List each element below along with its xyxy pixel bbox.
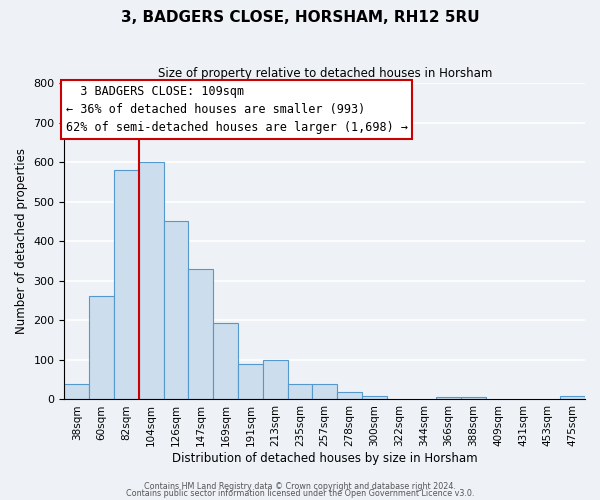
- Text: 3, BADGERS CLOSE, HORSHAM, RH12 5RU: 3, BADGERS CLOSE, HORSHAM, RH12 5RU: [121, 10, 479, 25]
- Bar: [89, 296, 114, 400]
- Text: Contains HM Land Registry data © Crown copyright and database right 2024.: Contains HM Land Registry data © Crown c…: [144, 482, 456, 491]
- Text: 3 BADGERS CLOSE: 109sqm
← 36% of detached houses are smaller (993)
62% of semi-d: 3 BADGERS CLOSE: 109sqm ← 36% of detache…: [65, 85, 407, 134]
- Bar: [313, 384, 337, 400]
- Bar: [64, 384, 89, 400]
- Bar: [188, 269, 213, 400]
- Bar: [213, 323, 238, 400]
- Bar: [238, 364, 263, 400]
- Y-axis label: Number of detached properties: Number of detached properties: [15, 148, 28, 334]
- Bar: [560, 396, 585, 400]
- Bar: [436, 398, 461, 400]
- Bar: [461, 398, 486, 400]
- Bar: [337, 392, 362, 400]
- Title: Size of property relative to detached houses in Horsham: Size of property relative to detached ho…: [158, 68, 492, 80]
- Bar: [164, 222, 188, 400]
- Bar: [362, 396, 386, 400]
- X-axis label: Distribution of detached houses by size in Horsham: Distribution of detached houses by size …: [172, 452, 478, 465]
- Bar: [263, 360, 287, 400]
- Bar: [114, 170, 139, 400]
- Bar: [287, 384, 313, 400]
- Bar: [139, 162, 164, 400]
- Text: Contains public sector information licensed under the Open Government Licence v3: Contains public sector information licen…: [126, 490, 474, 498]
